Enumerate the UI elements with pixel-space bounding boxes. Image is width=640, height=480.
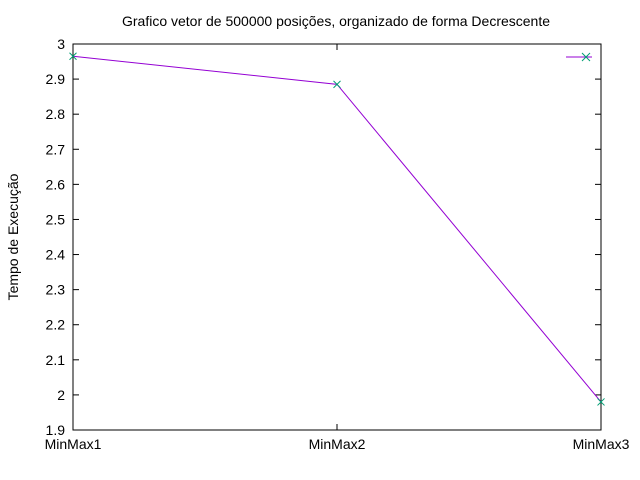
legend xyxy=(566,52,592,62)
y-tick-label: 3 xyxy=(57,36,65,52)
x-tick-label: MinMax3 xyxy=(573,436,630,452)
y-tick-label: 2.5 xyxy=(46,211,66,227)
legend-swatch-marker xyxy=(581,52,591,62)
x-tick-label: MinMax2 xyxy=(309,436,366,452)
y-axis-label: Tempo de Execução xyxy=(5,173,21,300)
y-tick-label: 2.3 xyxy=(46,282,66,298)
y-tick-label: 2 xyxy=(57,387,65,403)
chart-title: Grafico vetor de 500000 posições, organi… xyxy=(122,13,550,29)
y-axis-ticks: 1.9 2 2.1 2.2 2.3 2.4 2.5 2.6 2.7 2.8 2.9 3 xyxy=(46,36,601,438)
data-point xyxy=(333,80,341,89)
y-tick-label: 2.1 xyxy=(46,352,66,368)
series-layer xyxy=(69,52,605,406)
data-point xyxy=(69,52,77,61)
y-tick-label: 2.2 xyxy=(46,317,66,333)
y-tick-label: 2.8 xyxy=(46,106,66,122)
y-tick-label: 1.9 xyxy=(46,422,66,438)
y-tick-label: 2.6 xyxy=(46,176,66,192)
y-tick-label: 2.9 xyxy=(46,71,66,87)
x-axis-ticks: MinMax1 MinMax2 MinMax3 xyxy=(45,44,630,452)
x-tick-label: MinMax1 xyxy=(45,436,102,452)
y-tick-label: 2.7 xyxy=(46,141,66,157)
y-tick-label: 2.4 xyxy=(46,247,66,263)
data-point xyxy=(597,398,605,406)
